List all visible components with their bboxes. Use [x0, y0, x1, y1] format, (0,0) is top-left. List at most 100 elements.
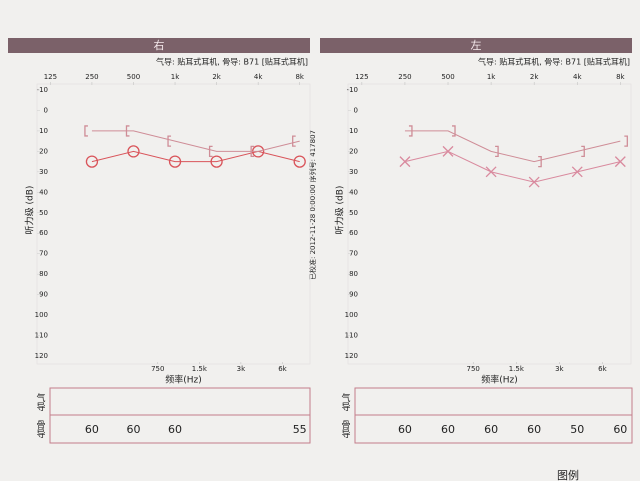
legend-title: 图例 [557, 468, 579, 481]
table-row-label: 气导 [35, 392, 46, 411]
y-tick-label: 90 [39, 291, 48, 299]
y-tick-label: 50 [39, 209, 48, 217]
table-row-label: 骨导 [35, 420, 46, 438]
masking-value: 60 [441, 423, 455, 436]
y-tick-label: 120 [345, 352, 358, 360]
x-tick-label-bottom: 6k [278, 365, 287, 373]
air-marker [571, 166, 583, 178]
x-tick-label-bottom: 1.5k [192, 365, 208, 373]
y-tick-label: 120 [35, 352, 48, 360]
header-bar [320, 38, 632, 53]
y-tick-label: 80 [349, 270, 358, 278]
x-tick-label: 250 [398, 73, 411, 81]
air-marker [168, 155, 182, 168]
y-axis-label: 听力级 (dB) [24, 186, 36, 235]
y-tick-label: 30 [39, 168, 48, 176]
x-tick-label: 8k [295, 73, 304, 81]
air-marker [528, 176, 540, 188]
y-tick-label: 110 [35, 332, 48, 340]
y-tick-label: 40 [39, 188, 48, 196]
air-marker [614, 156, 626, 168]
chart-title: 右 [154, 38, 165, 52]
y-tick-label: 0 [354, 106, 358, 114]
x-tick-label: 2k [530, 73, 539, 81]
y-tick-label: 0 [44, 106, 48, 114]
x-tick-label: 1k [171, 73, 180, 81]
masking-value: 60 [126, 423, 140, 436]
y-tick-label: 70 [349, 250, 358, 258]
bone-marker [495, 145, 499, 158]
masking-value: 60 [85, 423, 99, 436]
y-tick-label: 60 [349, 229, 358, 237]
masking-value: 50 [570, 423, 584, 436]
x-tick-label-bottom: 1.5k [509, 365, 525, 373]
y-tick-label: 110 [345, 332, 358, 340]
x-tick-label-bottom: 3k [237, 365, 246, 373]
x-axis-label: 频率(Hz) [481, 374, 518, 386]
y-tick-label: 70 [39, 250, 48, 258]
x-tick-label: 4k [254, 73, 263, 81]
x-tick-label: 4k [573, 73, 582, 81]
plot-frame [36, 83, 311, 365]
bone-marker [452, 125, 456, 137]
x-tick-label: 1k [487, 73, 496, 81]
y-axis-label: 听力级 (dB) [334, 186, 346, 235]
bone-marker [538, 155, 542, 168]
x-tick-label-bottom: 6k [598, 365, 607, 373]
x-tick-label-bottom: 750 [151, 365, 164, 373]
y-tick-label: 100 [35, 311, 48, 319]
x-axis-label: 频率(Hz) [165, 374, 202, 386]
y-tick-label: 10 [349, 127, 358, 135]
air-marker [127, 145, 140, 158]
bone-marker [208, 145, 213, 158]
air-marker [485, 166, 497, 178]
bone-marker [125, 125, 130, 137]
y-tick-label: 10 [39, 127, 48, 135]
bone-marker [408, 125, 413, 137]
x-tick-label: 500 [127, 73, 140, 81]
air-marker [399, 156, 411, 168]
air-marker [293, 155, 306, 168]
subtitle: 气导: 贴耳式耳机, 骨导: B71 [贴耳式耳机] [156, 57, 308, 67]
subtitle: 气导: 贴耳式耳机, 骨导: B71 [贴耳式耳机] [478, 57, 630, 67]
masking-value: 60 [484, 423, 498, 436]
y-tick-label: 80 [39, 270, 48, 278]
air-marker [210, 155, 223, 168]
masking-value: 60 [527, 423, 541, 436]
x-tick-label: 500 [441, 73, 454, 81]
x-tick-label-bottom: 750 [467, 365, 480, 373]
y-tick-label: -10 [347, 86, 358, 94]
masking-value: 60 [168, 423, 182, 436]
bone-marker [84, 125, 88, 137]
air-marker [442, 145, 454, 157]
x-tick-label: 250 [85, 73, 98, 81]
bone-marker [292, 135, 296, 147]
y-tick-label: 100 [345, 311, 358, 319]
y-tick-label: -10 [37, 86, 48, 94]
plot-frame [347, 83, 632, 365]
bone-marker [250, 145, 255, 158]
masking-value: 60 [398, 423, 412, 436]
y-tick-label: 40 [349, 188, 358, 196]
y-tick-label: 60 [39, 229, 48, 237]
table-row-label: 气导 [340, 392, 351, 411]
y-tick-label: 30 [349, 168, 358, 176]
calibration-note: 已校准: 2012-11-28 0:00:00 序列号: 417807 [308, 130, 317, 280]
y-tick-label: 50 [349, 209, 358, 217]
y-tick-label: 90 [349, 291, 358, 299]
air-marker [85, 155, 99, 168]
masking-value: 60 [613, 423, 627, 436]
x-tick-label: 125 [44, 73, 57, 81]
x-tick-label-bottom: 3k [555, 365, 564, 373]
bone-marker [581, 145, 585, 158]
x-tick-label: 8k [616, 73, 625, 81]
header-bar [8, 38, 310, 53]
table-row-label: 骨导 [340, 420, 351, 438]
bone-marker [624, 135, 628, 147]
y-tick-label: 20 [39, 147, 48, 155]
x-tick-label: 2k [212, 73, 221, 81]
x-tick-label: 125 [355, 73, 368, 81]
bone-marker [167, 135, 172, 147]
